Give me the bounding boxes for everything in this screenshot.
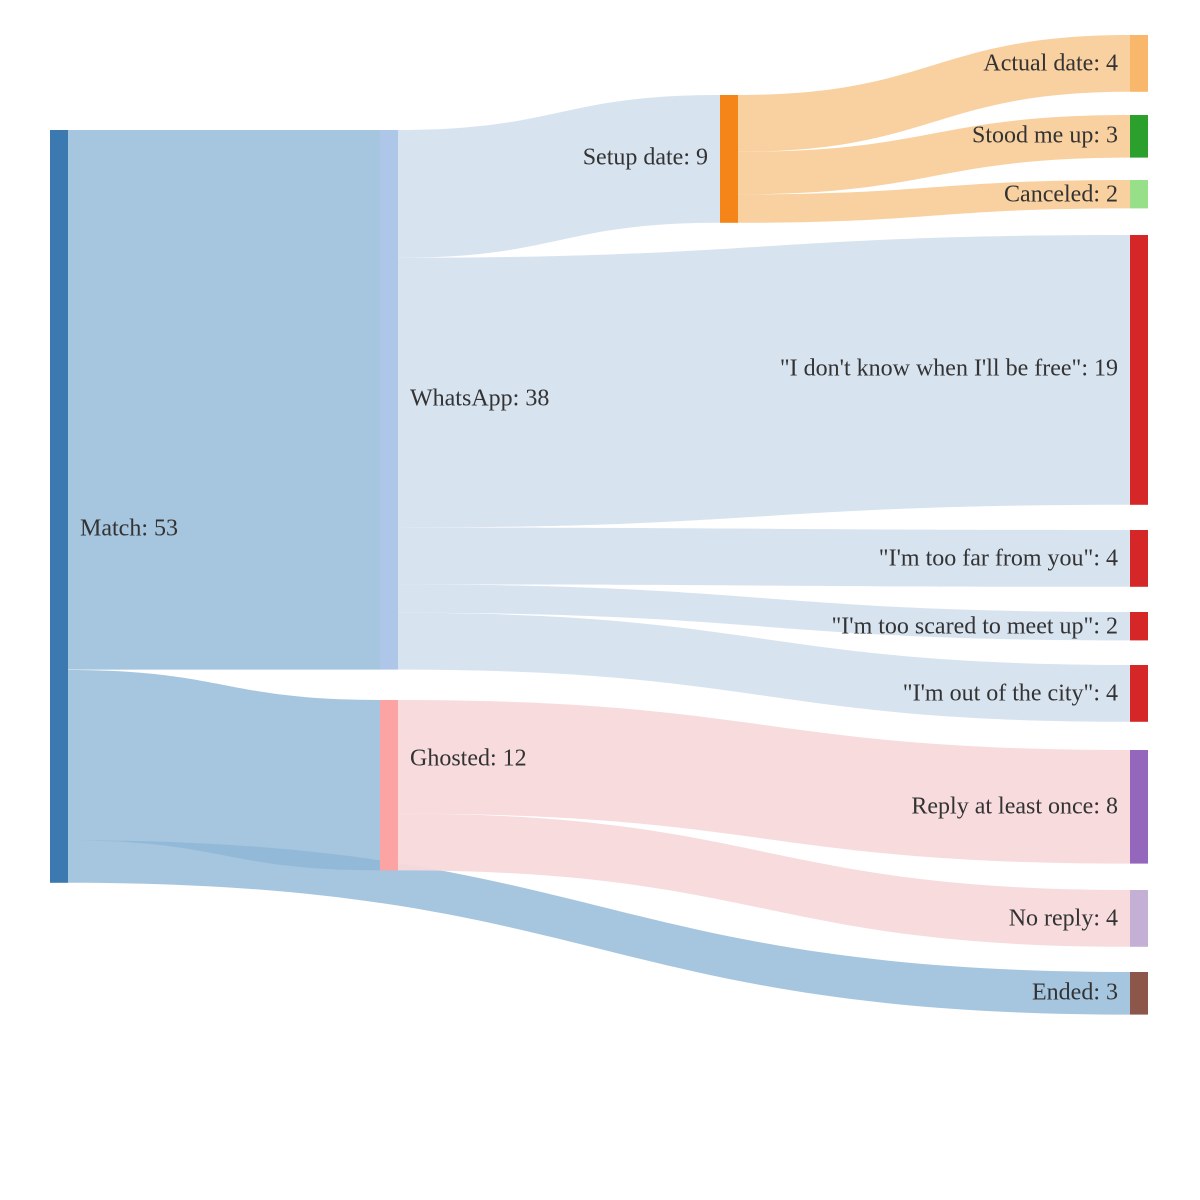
node-label-canceled: Canceled: 2 — [1004, 182, 1118, 208]
node-ended — [1130, 972, 1148, 1015]
node-label-actualdate: Actual date: 4 — [983, 51, 1118, 77]
node-actualdate — [1130, 35, 1148, 92]
node-label-outcity: "I'm out of the city": 4 — [903, 681, 1118, 707]
node-label-match: Match: 53 — [80, 516, 178, 542]
node-match — [50, 130, 68, 883]
node-stoodup — [1130, 115, 1148, 158]
link-match-whatsapp — [68, 130, 380, 670]
node-canceled — [1130, 180, 1148, 208]
node-label-toofar: "I'm too far from you": 4 — [879, 546, 1118, 572]
node-label-replyonce: Reply at least once: 8 — [911, 794, 1118, 820]
node-notfree — [1130, 235, 1148, 505]
node-label-notfree: "I don't know when I'll be free": 19 — [780, 356, 1118, 382]
node-scared — [1130, 612, 1148, 640]
links-group — [68, 35, 1130, 1015]
link-whatsapp-setupdate — [398, 95, 720, 258]
node-noreply — [1130, 890, 1148, 947]
node-label-ended: Ended: 3 — [1032, 980, 1118, 1006]
node-label-ghosted: Ghosted: 12 — [410, 746, 527, 772]
node-label-setupdate: Setup date: 9 — [583, 145, 708, 171]
node-whatsapp — [380, 130, 398, 670]
node-setupdate — [720, 95, 738, 223]
node-label-scared: "I'm too scared to meet up": 2 — [831, 614, 1118, 640]
node-label-stoodup: Stood me up: 3 — [972, 123, 1118, 149]
node-ghosted — [380, 700, 398, 870]
node-replyonce — [1130, 750, 1148, 864]
link-match-ghosted — [68, 670, 380, 870]
node-outcity — [1130, 665, 1148, 722]
node-label-noreply: No reply: 4 — [1009, 906, 1118, 932]
sankey-diagram: Match: 53 WhatsApp: 38 Ghosted: 12 Setup da… — [0, 0, 1200, 1200]
node-label-whatsapp: WhatsApp: 38 — [410, 386, 549, 412]
node-toofar — [1130, 530, 1148, 587]
